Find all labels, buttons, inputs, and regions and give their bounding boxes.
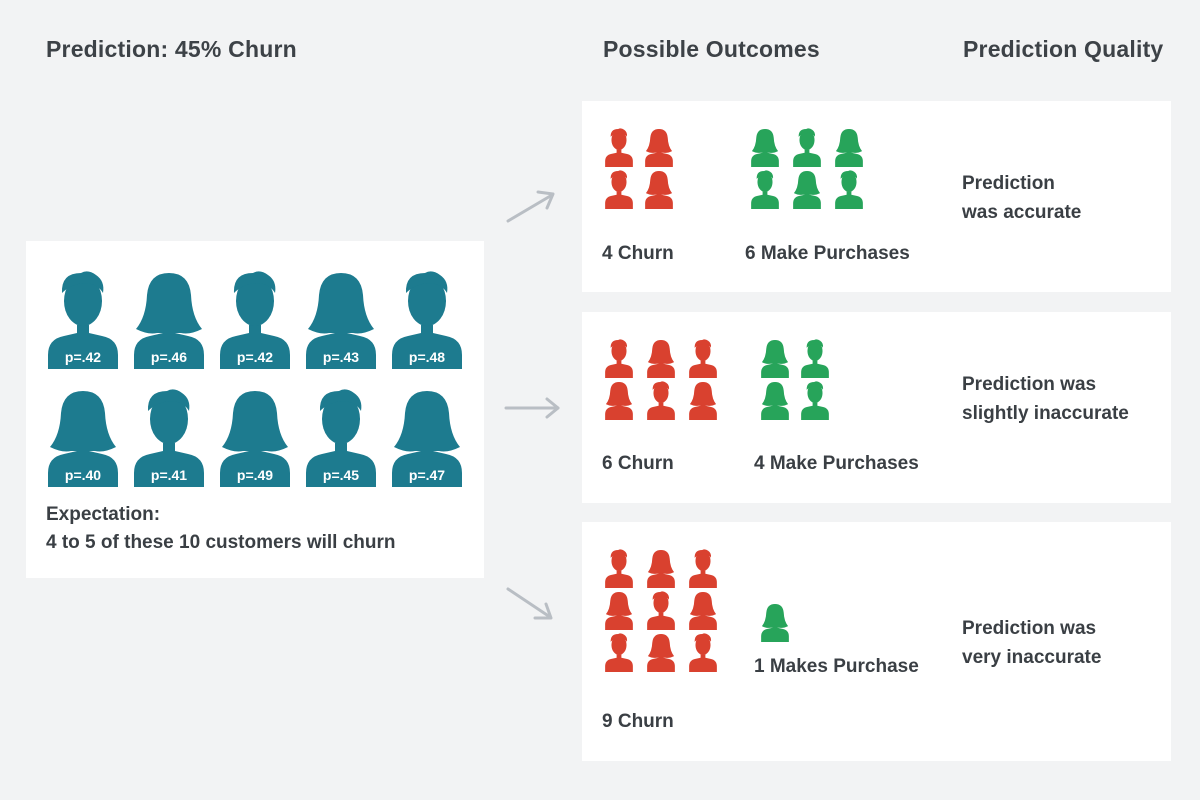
quality-text: Prediction was accurate <box>962 169 1081 227</box>
female-icon <box>392 391 462 487</box>
customer-row: p=.42 p=.46 p=.42 p=.43 p=.48 <box>44 263 466 369</box>
purchase-count-label: 4 Make Purchases <box>754 453 919 474</box>
customer-figure: p=.46 <box>130 263 208 369</box>
female-icon <box>134 273 204 369</box>
purchase-person-icon <box>761 603 789 642</box>
probability-label: p=.48 <box>408 349 446 365</box>
purchase-person-icon <box>751 128 779 167</box>
churn-person-icon <box>647 549 675 588</box>
probability-label: p=.49 <box>236 467 274 483</box>
male-icon <box>392 271 462 369</box>
quality-line: Prediction was <box>962 618 1097 639</box>
male-icon <box>134 389 204 487</box>
purchase-count-label: 6 Make Purchases <box>745 243 910 264</box>
customer-row: p=.40 p=.41 p=.49 p=.45 p=.47 <box>44 381 466 487</box>
probability-label: p=.47 <box>408 467 446 483</box>
churn-person-icon <box>605 170 633 209</box>
prediction-quality-heading: Prediction Quality <box>963 36 1164 62</box>
purchase-person-icon <box>801 339 829 378</box>
churn-person-icon <box>689 591 717 630</box>
churn-figure-grid <box>600 125 680 209</box>
probability-label: p=.43 <box>322 349 360 365</box>
expectation-title: Expectation: <box>46 504 161 525</box>
customers-panel: p=.42 p=.46 p=.42 p=.43 p=.48 p=.40 p=.41 p=.4… <box>26 241 484 578</box>
customer-figure: p=.42 <box>216 263 294 369</box>
arrow-up-right-icon <box>506 190 555 223</box>
expectation-detail: 4 to 5 of these 10 customers will churn <box>46 532 396 553</box>
churn-figure-grid <box>600 546 726 672</box>
churn-person-icon <box>689 549 717 588</box>
customer-figure: p=.43 <box>302 263 380 369</box>
prediction-heading: Prediction: 45% Churn <box>46 36 297 62</box>
quality-text: Prediction was very inaccurate <box>962 614 1101 672</box>
quality-line: was accurate <box>962 202 1082 223</box>
customer-figure: p=.40 <box>44 381 122 487</box>
possible-outcomes-heading: Possible Outcomes <box>603 36 820 62</box>
churn-person-icon <box>645 128 673 167</box>
quality-line: slightly inaccurate <box>962 403 1129 424</box>
churn-person-icon <box>647 591 675 630</box>
customer-figure: p=.47 <box>388 381 466 487</box>
churn-person-icon <box>689 339 717 378</box>
probability-label: p=.42 <box>236 349 274 365</box>
arrow-right-icon <box>504 397 560 419</box>
churn-person-icon <box>605 591 633 630</box>
churn-person-icon <box>605 549 633 588</box>
quality-line: very inaccurate <box>962 647 1102 668</box>
purchase-person-icon <box>761 339 789 378</box>
churn-count-label: 4 Churn <box>602 243 674 264</box>
customer-grid: p=.42 p=.46 p=.42 p=.43 p=.48 p=.40 p=.41 p=.4… <box>44 263 466 499</box>
female-icon <box>48 391 118 487</box>
purchase-figure-grid <box>756 336 836 420</box>
purchase-figure-grid <box>746 125 872 209</box>
churn-person-icon <box>605 339 633 378</box>
churn-person-icon <box>647 381 675 420</box>
purchase-person-icon <box>835 128 863 167</box>
probability-label: p=.45 <box>322 467 360 483</box>
arrow-down-right-icon <box>506 587 553 620</box>
churn-count-label: 6 Churn <box>602 453 674 474</box>
outcome-card-accurate: 4 Churn 6 Make Purchases Prediction was … <box>582 101 1171 292</box>
purchase-person-icon <box>801 381 829 420</box>
churn-figure-grid <box>600 336 726 420</box>
female-icon <box>306 273 376 369</box>
probability-label: p=.41 <box>150 467 188 483</box>
male-icon <box>48 271 118 369</box>
purchase-person-icon <box>793 128 821 167</box>
customer-figure: p=.45 <box>302 381 380 487</box>
churn-person-icon <box>605 128 633 167</box>
churn-person-icon <box>647 633 675 672</box>
churn-count-label: 9 Churn <box>602 711 674 732</box>
probability-label: p=.46 <box>150 349 188 365</box>
purchase-person-icon <box>793 170 821 209</box>
churn-person-icon <box>645 170 673 209</box>
customer-figure: p=.49 <box>216 381 294 487</box>
customer-figure: p=.42 <box>44 263 122 369</box>
churn-person-icon <box>647 339 675 378</box>
quality-text: Prediction was slightly inaccurate <box>962 370 1129 428</box>
purchase-count-label: 1 Makes Purchase <box>754 656 919 677</box>
male-icon <box>306 389 376 487</box>
male-icon <box>220 271 290 369</box>
probability-label: p=.40 <box>64 467 102 483</box>
customer-figure: p=.41 <box>130 381 208 487</box>
churn-person-icon <box>689 381 717 420</box>
quality-line: Prediction <box>962 173 1055 194</box>
churn-person-icon <box>605 381 633 420</box>
purchase-person-icon <box>835 170 863 209</box>
quality-line: Prediction was <box>962 374 1097 395</box>
purchase-figure-grid <box>756 600 836 642</box>
outcome-card-very-inaccurate: 9 Churn 1 Makes Purchase Prediction was … <box>582 522 1171 761</box>
probability-label: p=.42 <box>64 349 102 365</box>
outcome-card-slightly-inaccurate: 6 Churn 4 Make Purchases Prediction was … <box>582 312 1171 503</box>
expectation-text: Expectation: 4 to 5 of these 10 customer… <box>46 501 396 557</box>
purchase-person-icon <box>751 170 779 209</box>
churn-person-icon <box>605 633 633 672</box>
customer-figure: p=.48 <box>388 263 466 369</box>
female-icon <box>220 391 290 487</box>
purchase-person-icon <box>761 381 789 420</box>
churn-person-icon <box>689 633 717 672</box>
